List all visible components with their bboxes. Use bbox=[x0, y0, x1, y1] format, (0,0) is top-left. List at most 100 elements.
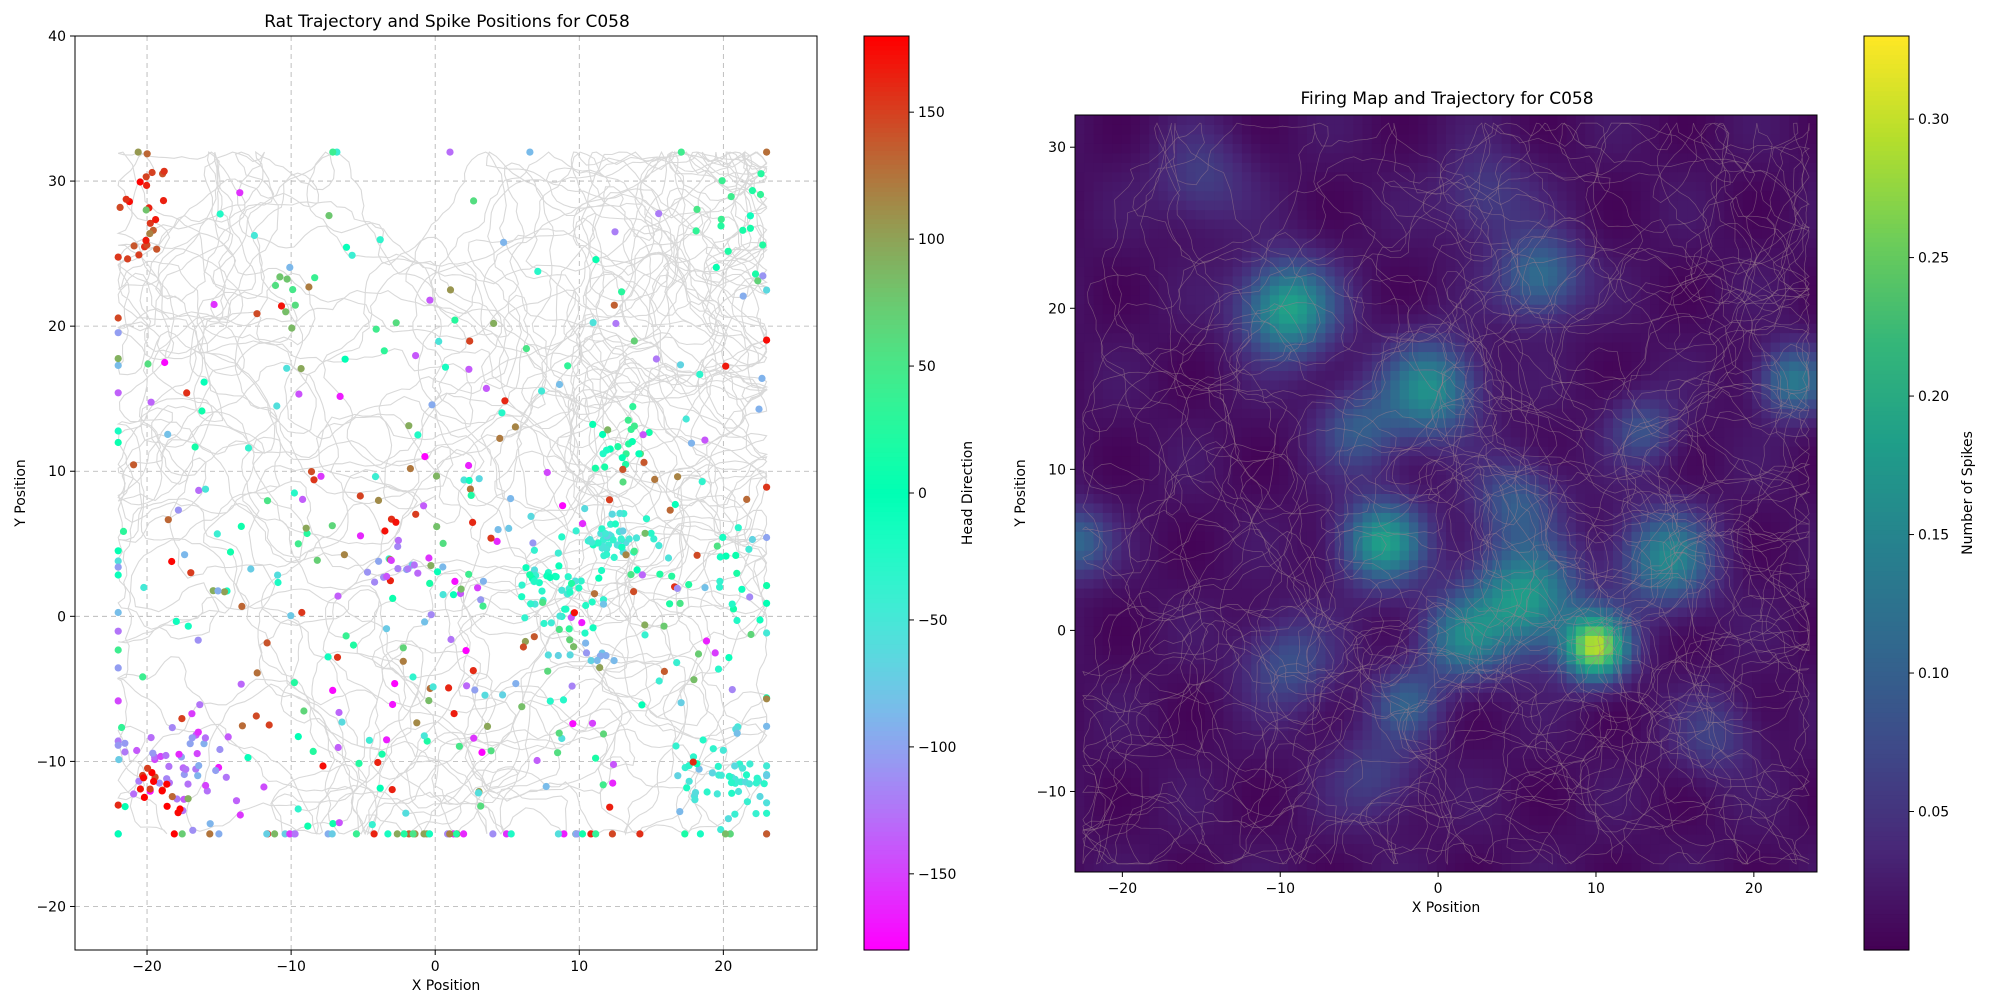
heat-cell bbox=[1260, 663, 1271, 674]
heat-cell bbox=[1232, 162, 1243, 173]
spike-point bbox=[568, 682, 576, 690]
heat-cell bbox=[1427, 569, 1438, 580]
heat-cell bbox=[1269, 124, 1280, 135]
heat-cell bbox=[1158, 540, 1169, 551]
heat-cell bbox=[1316, 493, 1326, 504]
heat-cell bbox=[1177, 181, 1187, 192]
spike-point bbox=[335, 819, 343, 827]
heat-cell bbox=[1075, 190, 1085, 201]
heat-cell bbox=[1464, 266, 1475, 277]
heat-cell bbox=[1279, 275, 1289, 286]
heat-cell bbox=[1325, 143, 1336, 154]
heat-cell bbox=[1214, 711, 1224, 722]
heat-cell bbox=[1538, 711, 1549, 722]
heat-cell bbox=[1408, 152, 1419, 163]
heat-cell bbox=[1446, 465, 1456, 476]
heat-cell bbox=[1306, 644, 1317, 655]
heat-cell bbox=[1316, 446, 1326, 457]
spike-point bbox=[165, 762, 173, 771]
spike-point bbox=[334, 592, 342, 600]
heat-cell bbox=[1464, 853, 1475, 864]
heat-cell bbox=[1538, 361, 1549, 371]
heat-cell bbox=[1223, 521, 1234, 532]
heat-cell bbox=[1279, 370, 1289, 381]
spike-point bbox=[294, 805, 302, 813]
heat-cell bbox=[1093, 843, 1104, 854]
left-y-axis-label: Y Position bbox=[13, 459, 29, 528]
heat-cell bbox=[1130, 484, 1141, 494]
heat-cell bbox=[1102, 786, 1113, 797]
spike-point bbox=[368, 821, 376, 829]
heat-cell bbox=[1093, 739, 1104, 750]
heat-cell bbox=[1130, 455, 1141, 466]
heat-cell bbox=[1473, 209, 1484, 220]
heat-cell bbox=[1269, 720, 1280, 731]
heat-cell bbox=[1260, 219, 1271, 230]
heat-cell bbox=[1130, 862, 1141, 872]
heat-cell bbox=[1510, 171, 1521, 182]
heat-cell bbox=[1316, 190, 1326, 201]
heat-cell bbox=[1269, 786, 1280, 797]
heat-cell bbox=[1149, 493, 1159, 504]
heat-cell bbox=[1399, 682, 1410, 693]
spike-point bbox=[139, 673, 147, 681]
heat-cell bbox=[1167, 417, 1178, 428]
heat-cell bbox=[1520, 559, 1530, 570]
heat-cell bbox=[1334, 465, 1345, 476]
heat-cell bbox=[1204, 862, 1215, 872]
heat-cell bbox=[1362, 124, 1373, 135]
heat-cell bbox=[1102, 663, 1113, 674]
heat-cell bbox=[1557, 834, 1568, 845]
heat-cell bbox=[1260, 692, 1271, 703]
heat-cell bbox=[1538, 389, 1549, 400]
spike-point bbox=[114, 571, 122, 579]
heat-cell bbox=[1260, 635, 1271, 646]
heat-cell bbox=[1084, 663, 1095, 674]
heat-cell bbox=[1455, 247, 1466, 258]
spike-point bbox=[216, 745, 224, 754]
heat-cell bbox=[1297, 209, 1308, 220]
spike-point bbox=[611, 520, 620, 528]
heat-cell bbox=[1408, 389, 1419, 400]
heat-cell bbox=[1186, 408, 1197, 419]
heat-cell bbox=[1139, 446, 1150, 457]
heat-cell bbox=[1075, 853, 1085, 864]
heat-cell bbox=[1371, 294, 1382, 305]
heat-cell bbox=[1158, 796, 1169, 807]
heat-cell bbox=[1297, 313, 1308, 324]
heat-cell bbox=[1362, 786, 1373, 797]
heat-cell bbox=[1251, 805, 1261, 816]
heat-cell bbox=[1510, 323, 1521, 334]
heat-cell bbox=[1093, 531, 1104, 542]
heat-cell bbox=[1316, 644, 1326, 655]
heat-cell bbox=[1529, 446, 1540, 457]
heat-cell bbox=[1381, 351, 1391, 362]
heat-cell bbox=[1158, 417, 1169, 428]
heat-cell bbox=[1223, 133, 1234, 144]
heat-cell bbox=[1353, 711, 1364, 722]
heat-cell bbox=[1204, 502, 1215, 513]
heat-cell bbox=[1427, 502, 1438, 513]
heat-cell bbox=[1353, 209, 1364, 220]
heat-cell bbox=[1473, 181, 1484, 192]
heat-cell bbox=[1316, 635, 1326, 646]
heat-cell bbox=[1075, 181, 1085, 192]
spike-point bbox=[423, 737, 431, 745]
heat-cell bbox=[1510, 408, 1521, 419]
heat-cell bbox=[1167, 635, 1178, 646]
heat-cell bbox=[1529, 834, 1540, 845]
heat-cell bbox=[1232, 238, 1243, 248]
heat-cell bbox=[1529, 739, 1540, 750]
heat-cell bbox=[1343, 493, 1354, 504]
heat-cell bbox=[1390, 597, 1401, 608]
heat-cell bbox=[1538, 625, 1549, 636]
heat-cell bbox=[1251, 379, 1261, 390]
spike-point bbox=[499, 691, 507, 699]
heat-cell bbox=[1195, 332, 1206, 343]
heat-cell bbox=[1446, 748, 1456, 759]
heat-cell bbox=[1483, 351, 1493, 362]
spike-point bbox=[619, 478, 627, 486]
heat-cell bbox=[1084, 805, 1095, 816]
heat-cell bbox=[1316, 427, 1326, 438]
heat-cell bbox=[1241, 625, 1252, 636]
